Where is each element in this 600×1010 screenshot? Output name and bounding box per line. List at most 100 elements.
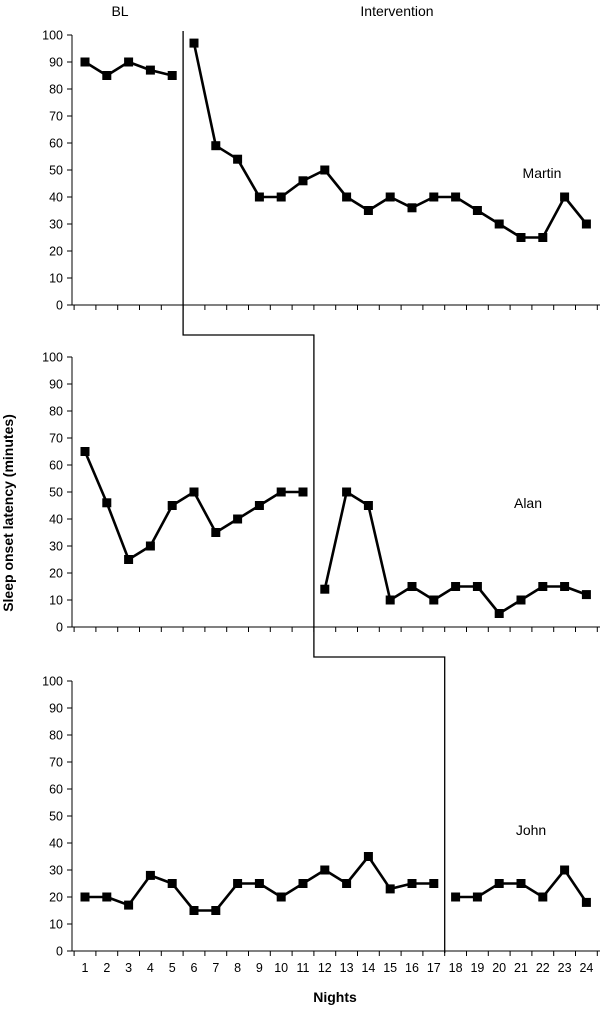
x-axis-title: Nights	[313, 989, 357, 1005]
y-tick-label: 90	[49, 56, 63, 70]
y-tick-label: 70	[49, 756, 63, 770]
data-point	[254, 192, 264, 202]
x-tick-label: 13	[340, 961, 354, 975]
phase-change-line	[182, 31, 446, 953]
data-point	[254, 501, 264, 510]
data-point	[538, 582, 548, 591]
x-tick-label: 3	[125, 961, 132, 975]
data-point	[429, 879, 439, 888]
phase-label-intervention: Intervention	[360, 3, 433, 19]
data-point	[472, 206, 482, 215]
y-tick-label: 30	[49, 218, 63, 232]
y-tick-label: 0	[56, 299, 63, 313]
y-tick-label: 80	[49, 83, 63, 97]
y-tick-label: 100	[42, 29, 63, 43]
x-tick-label: 2	[103, 961, 110, 975]
data-point	[516, 595, 526, 605]
participant-label: Alan	[514, 495, 542, 511]
data-point	[342, 192, 352, 202]
data-point	[451, 192, 461, 202]
data-point	[145, 870, 155, 880]
y-tick-label: 60	[49, 783, 63, 797]
data-point	[363, 501, 373, 510]
y-tick-label: 80	[49, 405, 63, 419]
x-tick-label: 21	[514, 961, 528, 975]
data-point	[189, 906, 199, 915]
data-point	[429, 192, 439, 202]
x-tick-label: 23	[558, 961, 572, 975]
data-point	[276, 487, 286, 497]
data-point	[451, 892, 461, 902]
data-point	[342, 879, 352, 888]
data-point	[211, 528, 221, 537]
data-point	[167, 879, 177, 888]
y-tick-label: 10	[49, 594, 63, 608]
y-tick-label: 30	[49, 864, 63, 878]
panels-group: 0102030405060708090100Martin010203040506…	[42, 29, 600, 975]
panel-martin: 0 10 20 30 40 50 60 70 80 90 100 Martin	[42, 29, 600, 313]
data-point	[516, 879, 526, 888]
y-tick-label: 100	[42, 351, 63, 365]
data-point	[211, 141, 221, 151]
data-point	[276, 192, 286, 202]
data-point	[342, 487, 352, 497]
data-point	[211, 906, 221, 915]
data-point	[233, 154, 243, 164]
data-point	[494, 879, 504, 888]
data-point	[363, 206, 373, 215]
data-point	[80, 447, 90, 456]
x-tick-label: 4	[147, 961, 154, 975]
data-point	[538, 892, 548, 902]
x-tick-label: 18	[449, 961, 463, 975]
y-tick-label: 50	[49, 810, 63, 824]
phase-label-baseline: BL	[111, 3, 128, 19]
x-tick-label: 7	[212, 961, 219, 975]
series-line	[83, 450, 303, 561]
y-tick-label: 50	[49, 164, 63, 178]
data-point	[298, 879, 308, 888]
x-tick-label: 10	[274, 961, 288, 975]
y-tick-label: 20	[49, 891, 63, 905]
data-point	[472, 582, 482, 591]
y-tick-label: 50	[49, 486, 63, 500]
participant-label: Martin	[523, 165, 562, 181]
data-point	[320, 165, 330, 175]
y-tick-label: 60	[49, 459, 63, 473]
panel-alan: 0 10 20 30 40 50 60 70 80 90 100 Alan	[42, 351, 600, 635]
y-tick-label: 10	[49, 918, 63, 932]
y-tick-label: 40	[49, 191, 63, 205]
y-tick-label: 20	[49, 567, 63, 581]
y-tick-label: 20	[49, 245, 63, 259]
x-tick-label: 20	[492, 961, 506, 975]
x-tick-label: 24	[579, 961, 593, 975]
data-point	[494, 609, 504, 618]
data-point	[124, 900, 134, 910]
data-point	[363, 852, 373, 861]
y-tick-label: 100	[42, 675, 63, 689]
data-point	[298, 176, 308, 186]
data-point	[189, 487, 199, 497]
data-point	[407, 582, 417, 591]
data-point	[189, 38, 199, 48]
y-tick-label: 80	[49, 729, 63, 743]
series-line	[192, 42, 588, 239]
x-tick-label: 22	[536, 961, 550, 975]
x-tick-label: 19	[470, 961, 484, 975]
data-point	[145, 65, 155, 75]
y-tick-label: 70	[49, 432, 63, 446]
data-point	[276, 892, 286, 902]
x-tick-label: 17	[427, 961, 441, 975]
y-tick-label: 90	[49, 378, 63, 392]
data-point	[560, 192, 570, 202]
x-tick-label: 5	[169, 961, 176, 975]
x-tick-label: 14	[361, 961, 375, 975]
series-line	[323, 490, 587, 615]
data-point	[385, 884, 395, 894]
data-point	[167, 501, 177, 510]
data-point	[581, 590, 591, 600]
x-tick-label: 16	[405, 961, 419, 975]
data-point	[451, 582, 461, 591]
data-point	[80, 57, 90, 67]
y-tick-label: 40	[49, 513, 63, 527]
